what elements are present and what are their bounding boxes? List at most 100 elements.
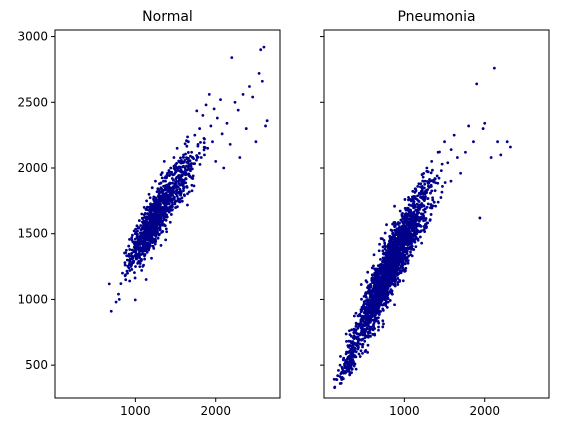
scatter-point bbox=[398, 279, 402, 282]
scatter-point bbox=[406, 261, 410, 265]
scatter-point bbox=[414, 218, 418, 222]
scatter-point bbox=[174, 169, 177, 173]
scatter-point bbox=[190, 155, 194, 159]
scatter-point bbox=[186, 192, 189, 196]
scatter-point bbox=[372, 278, 376, 282]
scatter-point bbox=[358, 333, 362, 337]
scatter-point bbox=[168, 205, 172, 209]
scatter-point bbox=[381, 270, 385, 274]
scatter-point bbox=[163, 176, 167, 180]
scatter-point bbox=[171, 193, 175, 197]
scatter-point bbox=[179, 156, 182, 160]
scatter-point bbox=[378, 242, 381, 246]
scatter-point bbox=[381, 252, 385, 256]
scatter-point bbox=[140, 268, 144, 272]
scatter-point bbox=[140, 212, 144, 216]
scatter-point bbox=[359, 323, 363, 327]
scatter-point bbox=[411, 234, 415, 238]
scatter-point bbox=[348, 373, 352, 377]
scatter-point bbox=[391, 258, 395, 262]
scatter-point bbox=[419, 182, 423, 186]
scatter-point bbox=[496, 140, 499, 144]
scatter-point bbox=[372, 322, 376, 325]
scatter-point bbox=[142, 245, 146, 249]
scatter-point bbox=[343, 366, 347, 370]
scatter-point bbox=[379, 292, 383, 296]
scatter-point bbox=[393, 277, 396, 281]
scatter-point bbox=[419, 185, 422, 189]
chart-title: Pneumonia bbox=[397, 9, 475, 25]
scatter-point bbox=[373, 267, 377, 271]
scatter-point bbox=[135, 224, 139, 228]
scatter-point bbox=[180, 170, 184, 173]
scatter-point bbox=[385, 306, 389, 309]
scatter-point bbox=[446, 161, 450, 165]
scatter-point bbox=[209, 124, 213, 128]
scatter-point bbox=[164, 179, 167, 183]
scatter-point bbox=[143, 257, 146, 261]
scatter-point bbox=[415, 210, 419, 214]
scatter-point bbox=[185, 156, 188, 160]
scatter-point bbox=[431, 196, 435, 200]
scatter-point bbox=[401, 216, 405, 220]
scatter-point bbox=[142, 206, 146, 209]
scatter-point bbox=[379, 266, 383, 269]
scatter-point bbox=[385, 250, 389, 254]
scatter-point bbox=[187, 190, 191, 194]
scatter-point bbox=[404, 220, 408, 223]
scatter-point bbox=[374, 287, 377, 291]
scatter-point bbox=[150, 225, 154, 229]
scatter-point bbox=[238, 156, 242, 159]
scatter-point bbox=[190, 167, 194, 171]
scatter-point bbox=[177, 176, 181, 180]
scatter-point bbox=[349, 363, 353, 367]
x-tick-label: 2000 bbox=[200, 404, 231, 418]
scatter-point bbox=[383, 287, 387, 291]
scatter-point bbox=[340, 371, 344, 375]
scatter-point bbox=[401, 235, 405, 239]
scatter-point bbox=[195, 158, 198, 162]
scatter-point bbox=[390, 292, 394, 296]
scatter-point bbox=[193, 162, 197, 166]
scatter-point bbox=[388, 270, 392, 274]
scatter-point bbox=[150, 186, 154, 190]
scatter-point bbox=[421, 179, 425, 183]
scatter-point bbox=[164, 238, 168, 242]
scatter-point bbox=[395, 237, 398, 241]
scatter-point bbox=[165, 209, 169, 212]
scatter-point bbox=[169, 166, 173, 170]
scatter-point bbox=[433, 189, 437, 193]
scatter-point bbox=[394, 251, 397, 255]
scatter-point bbox=[228, 142, 232, 146]
scatter-point bbox=[403, 198, 407, 201]
scatter-point bbox=[265, 119, 269, 123]
scatter-point bbox=[483, 121, 487, 125]
scatter-point bbox=[153, 242, 157, 246]
scatter-point bbox=[467, 124, 471, 128]
scatter-point bbox=[371, 274, 374, 277]
scatter-point bbox=[345, 339, 348, 343]
scatter-point bbox=[415, 213, 419, 216]
scatter-point bbox=[145, 205, 149, 209]
scatter-point bbox=[133, 241, 137, 245]
scatter-point bbox=[136, 261, 140, 265]
scatter-point bbox=[346, 361, 349, 365]
scatter-point bbox=[472, 140, 475, 144]
scatter-point bbox=[421, 175, 425, 179]
scatter-point bbox=[368, 331, 372, 335]
scatter-point bbox=[401, 258, 405, 262]
scatter-point bbox=[354, 350, 358, 354]
scatter-point bbox=[129, 264, 133, 268]
scatter-point bbox=[152, 202, 155, 206]
scatter-point bbox=[383, 269, 387, 272]
scatter-point bbox=[390, 253, 393, 257]
scatter-point bbox=[178, 165, 182, 169]
scatter-point bbox=[144, 278, 148, 281]
scatter-point bbox=[429, 213, 433, 216]
scatter-point bbox=[349, 334, 353, 338]
scatter-point bbox=[350, 367, 354, 371]
scatter-point bbox=[143, 211, 147, 215]
scatter-point bbox=[434, 181, 438, 185]
point-group bbox=[332, 66, 512, 390]
scatter-point bbox=[398, 253, 402, 257]
